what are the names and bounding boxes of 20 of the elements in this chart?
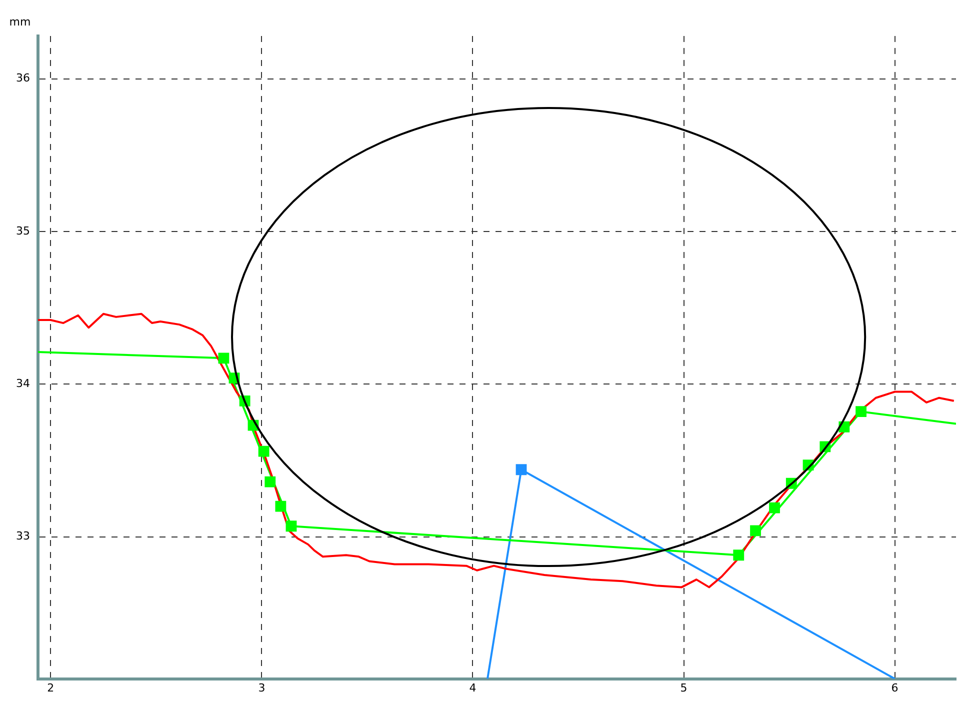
point: [733, 550, 744, 561]
point: [218, 352, 230, 364]
point: [286, 520, 297, 532]
x-tick-label: 3: [258, 681, 266, 694]
point: [258, 446, 270, 457]
point: [264, 476, 276, 488]
y-tick-label: 34: [16, 376, 30, 390]
y-tick-label: 35: [16, 224, 30, 238]
point: [856, 406, 866, 418]
y-axis-title: mm: [9, 15, 31, 28]
point: [516, 464, 527, 476]
x-tick-label: 2: [47, 681, 54, 694]
x-tick-label: 4: [469, 681, 476, 694]
y-tick-label: 33: [16, 530, 30, 543]
point: [769, 502, 780, 514]
point: [275, 500, 286, 512]
x-tick-label: 5: [680, 681, 688, 694]
point: [750, 525, 761, 536]
x-tick-label: 6: [891, 681, 898, 694]
y-tick-label: 36: [16, 72, 30, 85]
